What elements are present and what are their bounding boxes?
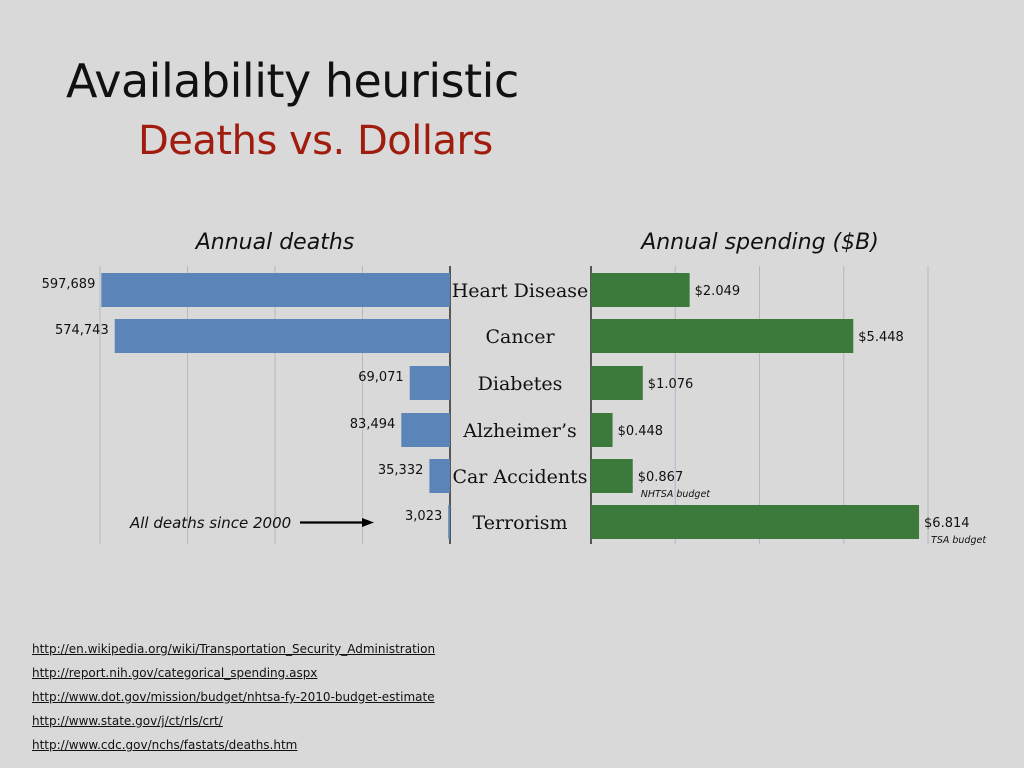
spending-value-label: $6.814 [924,516,970,531]
slide-subtitle: Deaths vs. Dollars [138,118,493,164]
deaths-value-label: 83,494 [350,417,396,432]
spending-bar [591,366,643,400]
source-link[interactable]: http://www.state.gov/j/ct/rls/crt/ [32,714,223,728]
source-link[interactable]: http://report.nih.gov/categorical_spendi… [32,666,318,680]
deaths-value-label: 69,071 [358,370,404,385]
spending-value-label: $0.448 [618,424,664,439]
spending-bar [591,459,633,493]
deaths-bar [114,319,451,353]
spending-bar [591,319,854,353]
category-label: Alzheimer’s [462,420,577,442]
category-label: Diabetes [478,373,563,395]
deaths-bar [409,366,450,400]
category-label: Car Accidents [452,466,587,488]
source-link[interactable]: http://en.wikipedia.org/wiki/Transportat… [32,642,436,656]
spending-note-label: NHTSA budget [641,489,712,500]
annotation-label: All deaths since 2000 [129,514,291,532]
spending-chart-title: Annual spending ($B) [641,230,879,255]
spending-value-label: $0.867 [638,470,684,485]
deaths-value-label: 574,743 [55,323,109,338]
source-link[interactable]: http://www.dot.gov/mission/budget/nhtsa-… [32,690,435,704]
deaths-bar [429,459,450,493]
deaths-chart-title: Annual deaths [195,230,355,255]
category-label: Heart Disease [452,280,589,302]
spending-value-label: $5.448 [858,330,904,345]
spending-bar [591,413,613,447]
category-label: Cancer [485,326,555,348]
spending-bar [591,505,920,539]
deaths-value-label: 35,332 [378,463,424,478]
spending-bar [591,273,690,307]
category-label: Terrorism [473,512,568,534]
slide-title: Availability heuristic [66,54,519,108]
source-link[interactable]: http://www.cdc.gov/nchs/fastats/deaths.h… [32,738,298,752]
deaths-bar [101,273,450,307]
deaths-value-label: 597,689 [42,277,96,292]
deaths-bar [401,413,450,447]
arrow-icon [362,518,374,527]
deaths-value-label: 3,023 [405,509,442,524]
spending-note-label: TSA budget [931,535,987,546]
deaths-bar [448,505,450,539]
spending-value-label: $2.049 [695,284,741,299]
spending-value-label: $1.076 [648,377,694,392]
